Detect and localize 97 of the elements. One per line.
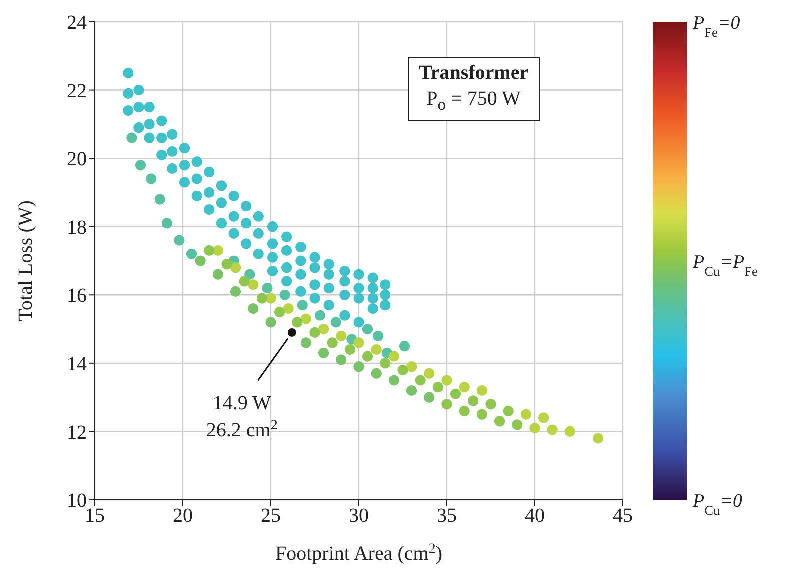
point — [564, 426, 576, 438]
annotation: P$_{o}$ = 750 W — [426, 87, 522, 116]
point — [195, 256, 206, 266]
text: P$_{Cu}$=P$_{Fe}$ — [692, 252, 758, 278]
point — [373, 330, 384, 342]
point — [354, 362, 364, 372]
point — [398, 364, 408, 376]
point — [468, 396, 479, 406]
point — [354, 338, 364, 348]
point — [300, 338, 312, 348]
point — [538, 412, 550, 424]
y-tick-label: 12 — [67, 422, 87, 444]
point — [503, 406, 514, 417]
point — [424, 392, 435, 403]
point — [388, 375, 400, 386]
point — [547, 424, 558, 436]
point — [266, 317, 276, 328]
y-tick-label: 24 — [67, 12, 87, 34]
point — [146, 174, 157, 184]
point — [362, 324, 374, 335]
point — [371, 344, 382, 356]
text: P$_{Cu}$=0 — [692, 491, 743, 518]
point — [530, 423, 540, 434]
point — [512, 420, 523, 430]
point — [266, 293, 276, 304]
point — [154, 194, 166, 205]
point — [476, 409, 488, 420]
point — [388, 351, 400, 362]
point — [406, 385, 418, 396]
point — [256, 293, 268, 304]
point — [126, 132, 138, 144]
point — [330, 317, 342, 328]
point — [442, 375, 452, 386]
y-tick-label: 14 — [67, 354, 87, 376]
point — [230, 286, 242, 298]
point — [486, 399, 496, 410]
point — [230, 262, 242, 274]
point — [314, 310, 326, 321]
point — [476, 385, 488, 396]
point — [380, 358, 391, 369]
y-axis-title: Total Loss (W) — [15, 200, 38, 322]
x-tick-label: 35 — [437, 505, 457, 528]
y-tick-label: 18 — [67, 216, 87, 239]
point — [344, 344, 356, 356]
point — [327, 338, 338, 348]
point — [494, 416, 506, 427]
point — [399, 341, 410, 352]
annotation: 14.9 W 26.2 cm$^{2}$ — [206, 392, 278, 442]
point — [262, 283, 273, 294]
annotation: Transformer — [419, 61, 529, 86]
point — [310, 327, 320, 338]
x-tick-label: 25 — [261, 505, 281, 528]
point — [248, 280, 259, 290]
point — [297, 300, 308, 311]
point — [135, 160, 146, 171]
point — [415, 375, 426, 386]
point — [222, 259, 232, 270]
point — [212, 269, 224, 280]
point — [371, 368, 382, 379]
x-tick-label: 15 — [85, 505, 105, 528]
point — [300, 314, 312, 324]
point — [406, 362, 418, 372]
point — [274, 306, 286, 318]
point — [248, 304, 259, 314]
point — [244, 269, 256, 280]
point — [459, 406, 470, 417]
y-tick-label: 20 — [67, 148, 87, 171]
point — [204, 245, 215, 256]
point — [162, 218, 172, 229]
x-tick-label: 40 — [525, 505, 545, 528]
x-tick-label: 45 — [613, 505, 633, 528]
point — [336, 330, 347, 342]
x-tick-label: 30 — [349, 505, 369, 528]
y-tick-label: 10 — [67, 490, 87, 512]
point — [424, 368, 435, 379]
point — [362, 351, 374, 362]
point — [593, 433, 604, 444]
point — [212, 245, 224, 256]
point — [459, 382, 470, 393]
y-tick-label: 22 — [67, 80, 87, 102]
x-tick-label: 20 — [173, 505, 193, 528]
point — [174, 235, 185, 246]
point — [318, 348, 330, 358]
point — [292, 317, 303, 328]
x-axis-title: Footprint Area (cm$^{2}$) — [276, 542, 442, 565]
text: P$_{Fe}$=0 — [692, 13, 741, 40]
point — [283, 304, 294, 314]
point — [450, 388, 462, 400]
point — [280, 290, 290, 300]
point — [239, 276, 250, 287]
point — [442, 399, 452, 410]
point — [318, 324, 330, 335]
point — [432, 382, 444, 393]
point — [186, 248, 198, 260]
point — [520, 409, 532, 420]
point — [336, 354, 347, 366]
y-tick-label: 16 — [67, 285, 87, 308]
